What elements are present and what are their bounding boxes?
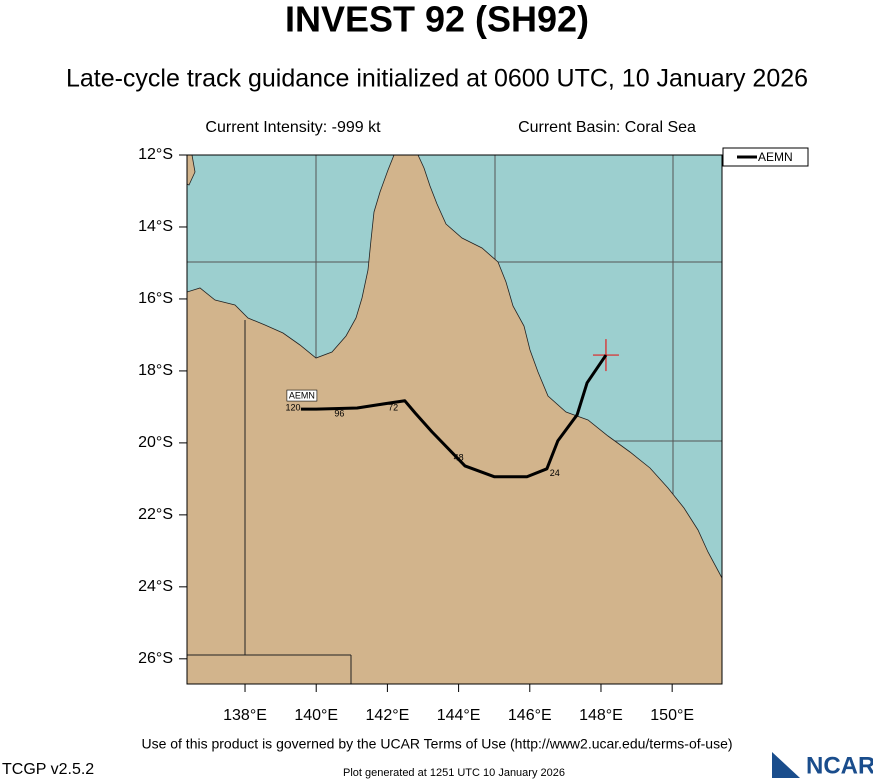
logo: NCAR [806, 752, 873, 779]
lon-tick-label: 138°E [223, 707, 267, 724]
lat-tick-label: 26°S [138, 650, 173, 667]
version: TCGP v2.5.2 [2, 761, 94, 778]
lon-tick-label: 150°E [650, 707, 694, 724]
lat-tick-label: 22°S [138, 506, 173, 523]
lon-tick-label: 142°E [366, 707, 410, 724]
lon-tick-label: 146°E [508, 707, 552, 724]
hour-label: 120 [286, 402, 301, 412]
logo-mark [772, 752, 800, 778]
lat-tick-label: 20°S [138, 434, 173, 451]
legend [722, 147, 809, 167]
terms: Use of this product is governed by the U… [141, 736, 732, 752]
track-label: AEMN [289, 390, 315, 400]
lon-tick-label: 140°E [294, 707, 338, 724]
intensity: Current Intensity: -999 kt [205, 119, 381, 136]
borders [187, 320, 352, 684]
track-label-box [286, 389, 318, 402]
lon-tick-label: 148°E [579, 707, 623, 724]
hour-label: 48 [454, 452, 464, 462]
title: INVEST 92 (SH92) [285, 0, 589, 40]
lat-tick-label: 12°S [138, 146, 173, 163]
legend-label: AEMN [758, 150, 793, 164]
hour-label: 72 [388, 402, 398, 412]
subtitle: Late-cycle track guidance initialized at… [66, 65, 808, 93]
hour-label: 96 [334, 408, 344, 418]
lat-tick-label: 14°S [138, 218, 173, 235]
land [187, 155, 196, 186]
basin: Current Basin: Coral Sea [518, 119, 696, 136]
lat-tick-label: 18°S [138, 362, 173, 379]
hour-label: 24 [550, 468, 560, 478]
map-area [187, 155, 722, 684]
lon-tick-label: 144°E [437, 707, 481, 724]
lat-tick-label: 24°S [138, 578, 173, 595]
lat-tick-label: 16°S [138, 290, 173, 307]
generated: Plot generated at 1251 UTC 10 January 20… [343, 767, 565, 779]
map-frame [186, 154, 723, 685]
track [300, 354, 608, 479]
land [187, 155, 722, 684]
